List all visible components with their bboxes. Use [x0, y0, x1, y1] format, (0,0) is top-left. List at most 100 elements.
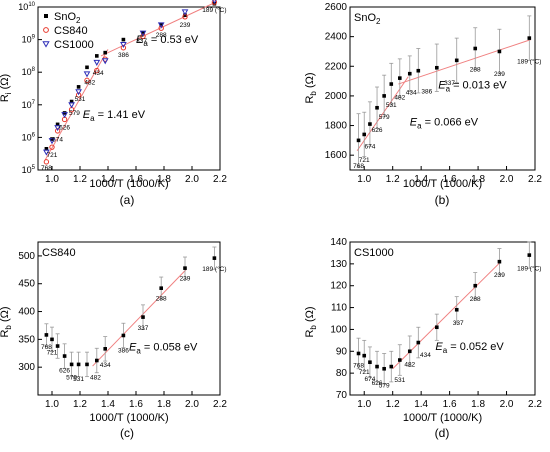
temperature-label: 337 — [444, 80, 455, 87]
panel-label: (c) — [120, 426, 134, 440]
data-point — [103, 347, 107, 351]
legend-label: SnO2 — [54, 11, 81, 25]
temperature-label: 674 — [364, 144, 375, 151]
x-tick-label: 2.0 — [500, 399, 514, 410]
data-point — [75, 89, 82, 96]
data-point — [497, 259, 502, 264]
temperature-label: 386 — [118, 348, 129, 355]
data-point — [398, 358, 402, 362]
plot-frame — [37, 6, 221, 171]
temperature-label: 768 — [41, 165, 52, 172]
data-point — [368, 122, 372, 126]
temperature-label: 482 — [84, 80, 95, 87]
temperature-label: 288 — [470, 296, 481, 303]
y-tick-label: 1010 — [18, 2, 35, 12]
x-tick-label: 1.2 — [386, 174, 400, 185]
data-point — [368, 360, 372, 365]
x-axis-label: 1000/T (1000/K) — [89, 178, 168, 190]
y-tick-label: 109 — [22, 35, 36, 45]
x-tick-label: 2.2 — [528, 399, 542, 410]
data-point — [44, 333, 49, 337]
data-point — [76, 362, 81, 367]
x-tick-label: 2.2 — [528, 174, 542, 185]
data-point — [103, 50, 107, 55]
y-tick-label: 105 — [22, 165, 36, 175]
data-point — [212, 0, 217, 5]
temperature-label: 531 — [394, 377, 405, 384]
temperature-label: 434 — [406, 89, 417, 96]
data-point — [121, 333, 126, 338]
temperature-label: 189 (°C) — [517, 57, 541, 65]
y-tick-label: 400 — [18, 307, 35, 318]
inset-title: CS840 — [42, 247, 76, 259]
data-point — [356, 138, 361, 143]
temperature-label: 579 — [69, 110, 80, 117]
y-tick-label: 300 — [18, 362, 35, 373]
x-tick-label: 1.0 — [357, 399, 371, 410]
data-point — [416, 340, 421, 345]
data-point — [50, 337, 54, 342]
temperature-label: 288 — [156, 295, 167, 302]
x-tick-label: 1.6 — [443, 399, 457, 410]
y-tick-label: 2400 — [325, 32, 348, 43]
data-point — [362, 132, 367, 137]
x-tick-label: 1.8 — [471, 399, 485, 410]
temperature-label: 579 — [379, 114, 390, 121]
temperature-label: 482 — [90, 374, 101, 381]
temperature-label: 721 — [47, 152, 58, 159]
plot-frame — [349, 241, 536, 396]
data-point — [159, 23, 163, 27]
x-tick-label: 1.0 — [357, 174, 371, 185]
temperature-label: 626 — [372, 127, 383, 134]
panel-label: (d) — [435, 426, 450, 440]
y-axis-label: Rb (Ω) — [304, 72, 318, 103]
temperature-label: 337 — [136, 38, 147, 45]
y-tick-label: 2000 — [325, 91, 348, 102]
y-tick-label: 70 — [336, 390, 348, 401]
data-point — [362, 353, 367, 358]
temperature-label: 239 — [494, 71, 505, 78]
temperature-label: 239 — [494, 272, 505, 279]
data-point — [62, 354, 67, 358]
fit-line — [100, 1, 217, 57]
data-point — [407, 71, 412, 76]
x-tick-label: 1.4 — [101, 174, 115, 185]
x-tick-label: 2.0 — [185, 399, 199, 410]
x-tick-label: 1.2 — [73, 174, 87, 185]
data-point — [181, 9, 189, 16]
temperature-label: 674 — [52, 136, 63, 143]
temperature-label: 189 (°C) — [202, 265, 226, 273]
x-tick-label: 1.0 — [45, 174, 59, 185]
data-point — [389, 82, 394, 86]
data-point — [139, 30, 147, 37]
x-tick-label: 1.4 — [414, 174, 428, 185]
temperature-label: 434 — [100, 362, 111, 369]
x-axis-label: 1000/T (1000/K) — [403, 178, 482, 190]
temperature-label: 721 — [359, 369, 370, 376]
temperature-label: 626 — [59, 125, 70, 132]
data-point — [48, 138, 56, 145]
temperature-label: 482 — [404, 362, 415, 369]
data-point — [95, 358, 99, 363]
data-point — [120, 41, 127, 49]
y-axis-label: Rb (Ω) — [0, 306, 13, 337]
data-point — [375, 364, 379, 369]
x-tick-label: 2.0 — [185, 174, 199, 185]
data-point — [93, 59, 101, 66]
temperature-label: 337 — [453, 320, 464, 327]
y-tick-label: 350 — [18, 334, 35, 345]
panel-d: 1.0 1.2 1.4 1.6 1.8 2.0 2.2 70 80 90 100 110 120 130 1… — [304, 237, 542, 440]
y-tick-label: 100 — [330, 324, 347, 335]
y-axis-label: Ri (Ω) — [0, 74, 13, 102]
fit-line — [44, 49, 109, 161]
activation-energy-label: Ea = 0.013 eV — [438, 80, 507, 94]
y-tick-label: 130 — [330, 259, 347, 270]
inset-title: CS1000 — [354, 247, 394, 259]
panel-c: 1.0 1.2 1.4 1.6 1.8 2.0 2.2 300 350 400 450 500 1000… — [0, 241, 227, 440]
x-axis-label: 1000/T (1000/K) — [89, 412, 168, 424]
y-tick-label: 1600 — [325, 150, 348, 161]
data-point — [84, 77, 90, 84]
data-point — [158, 25, 164, 31]
y-tick-label: 110 — [331, 303, 347, 314]
